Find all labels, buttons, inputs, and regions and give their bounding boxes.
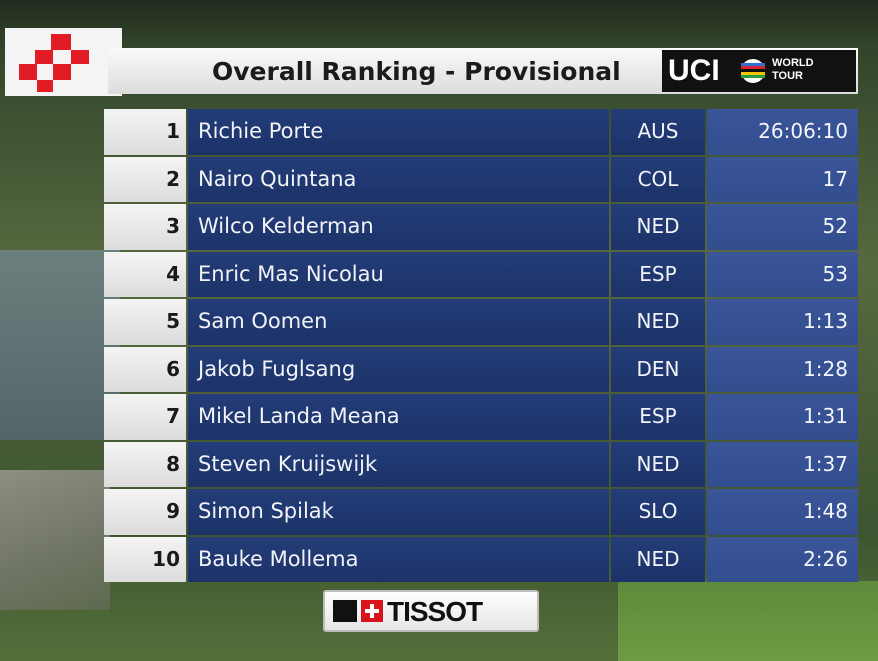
rank-cell: 9 xyxy=(104,489,186,535)
rider-name-cell: Nairo Quintana xyxy=(188,156,609,202)
time-cell: 17 xyxy=(707,156,858,202)
logo-square-icon xyxy=(71,50,89,64)
nation-cell: AUS xyxy=(611,109,705,155)
time-cell: 1:48 xyxy=(707,489,858,535)
rank-cell: 6 xyxy=(104,346,186,392)
table-row: 6 Jakob Fuglsang DEN 1:28 xyxy=(104,346,858,394)
rank-cell: 3 xyxy=(104,204,186,250)
rank-cell: 7 xyxy=(104,394,186,440)
sponsor-logo: TISSOT xyxy=(323,590,539,632)
table-row: 3 Wilco Kelderman NED 52 xyxy=(104,203,858,251)
table-row: 1 Richie Porte AUS 26:06:10 xyxy=(104,108,858,156)
race-logo xyxy=(5,28,122,96)
page-title: Overall Ranking - Provisional xyxy=(212,57,621,86)
time-cell: 1:13 xyxy=(707,299,858,345)
meadow-area xyxy=(618,581,878,661)
nation-cell: COL xyxy=(611,156,705,202)
time-cell: 1:37 xyxy=(707,441,858,487)
logo-square-icon xyxy=(35,50,53,64)
sponsor-t-icon xyxy=(333,600,357,622)
rank-cell: 8 xyxy=(104,441,186,487)
village-area xyxy=(0,470,110,610)
rank-cell: 4 xyxy=(104,251,186,297)
rank-cell: 1 xyxy=(104,109,186,155)
nation-cell: DEN xyxy=(611,346,705,392)
time-cell: 26:06:10 xyxy=(707,109,858,155)
rider-name-cell: Enric Mas Nicolau xyxy=(188,251,609,297)
time-cell: 53 xyxy=(707,251,858,297)
rider-name-cell: Steven Kruijswijk xyxy=(188,441,609,487)
table-row: 7 Mikel Landa Meana ESP 1:31 xyxy=(104,393,858,441)
nation-cell: SLO xyxy=(611,489,705,535)
nation-cell: NED xyxy=(611,536,705,582)
swiss-cross-icon xyxy=(361,600,383,622)
table-row: 2 Nairo Quintana COL 17 xyxy=(104,156,858,204)
rider-name-cell: Bauke Mollema xyxy=(188,536,609,582)
world-tour-line1: WORLD xyxy=(772,57,814,69)
rank-cell: 10 xyxy=(104,536,186,582)
nation-cell: NED xyxy=(611,204,705,250)
rider-name-cell: Simon Spilak xyxy=(188,489,609,535)
rider-name-cell: Mikel Landa Meana xyxy=(188,394,609,440)
rider-name-cell: Richie Porte xyxy=(188,109,609,155)
time-cell: 1:31 xyxy=(707,394,858,440)
ranking-table: 1 Richie Porte AUS 26:06:10 2 Nairo Quintana C… xyxy=(104,108,858,583)
forest-area xyxy=(0,0,878,48)
uci-world-tour-logo: UCI WORLD TOUR xyxy=(662,50,856,92)
nation-cell: ESP xyxy=(611,251,705,297)
sponsor-name: TISSOT xyxy=(387,596,483,627)
time-cell: 52 xyxy=(707,204,858,250)
nation-cell: NED xyxy=(611,441,705,487)
table-row: 5 Sam Oomen NED 1:13 xyxy=(104,298,858,346)
table-row: 4 Enric Mas Nicolau ESP 53 xyxy=(104,251,858,299)
world-tour-line2: TOUR xyxy=(772,70,803,82)
logo-square-icon xyxy=(51,34,71,50)
rider-name-cell: Jakob Fuglsang xyxy=(188,346,609,392)
logo-square-icon xyxy=(19,64,37,80)
uci-label: UCI xyxy=(668,54,720,87)
nation-cell: NED xyxy=(611,299,705,345)
table-row: 8 Steven Kruijswijk NED 1:37 xyxy=(104,441,858,489)
table-row: 9 Simon Spilak SLO 1:48 xyxy=(104,488,858,536)
lake-area xyxy=(0,250,120,440)
rider-name-cell: Sam Oomen xyxy=(188,299,609,345)
time-cell: 1:28 xyxy=(707,346,858,392)
rank-cell: 2 xyxy=(104,156,186,202)
logo-square-icon xyxy=(53,64,71,80)
table-row: 10 Bauke Mollema NED 2:26 xyxy=(104,536,858,584)
logo-square-icon xyxy=(37,80,53,92)
nation-cell: ESP xyxy=(611,394,705,440)
rider-name-cell: Wilco Kelderman xyxy=(188,204,609,250)
time-cell: 2:26 xyxy=(707,536,858,582)
world-tour-label: WORLD TOUR xyxy=(772,57,814,83)
rank-cell: 5 xyxy=(104,299,186,345)
rainbow-stripes-icon xyxy=(741,59,765,83)
